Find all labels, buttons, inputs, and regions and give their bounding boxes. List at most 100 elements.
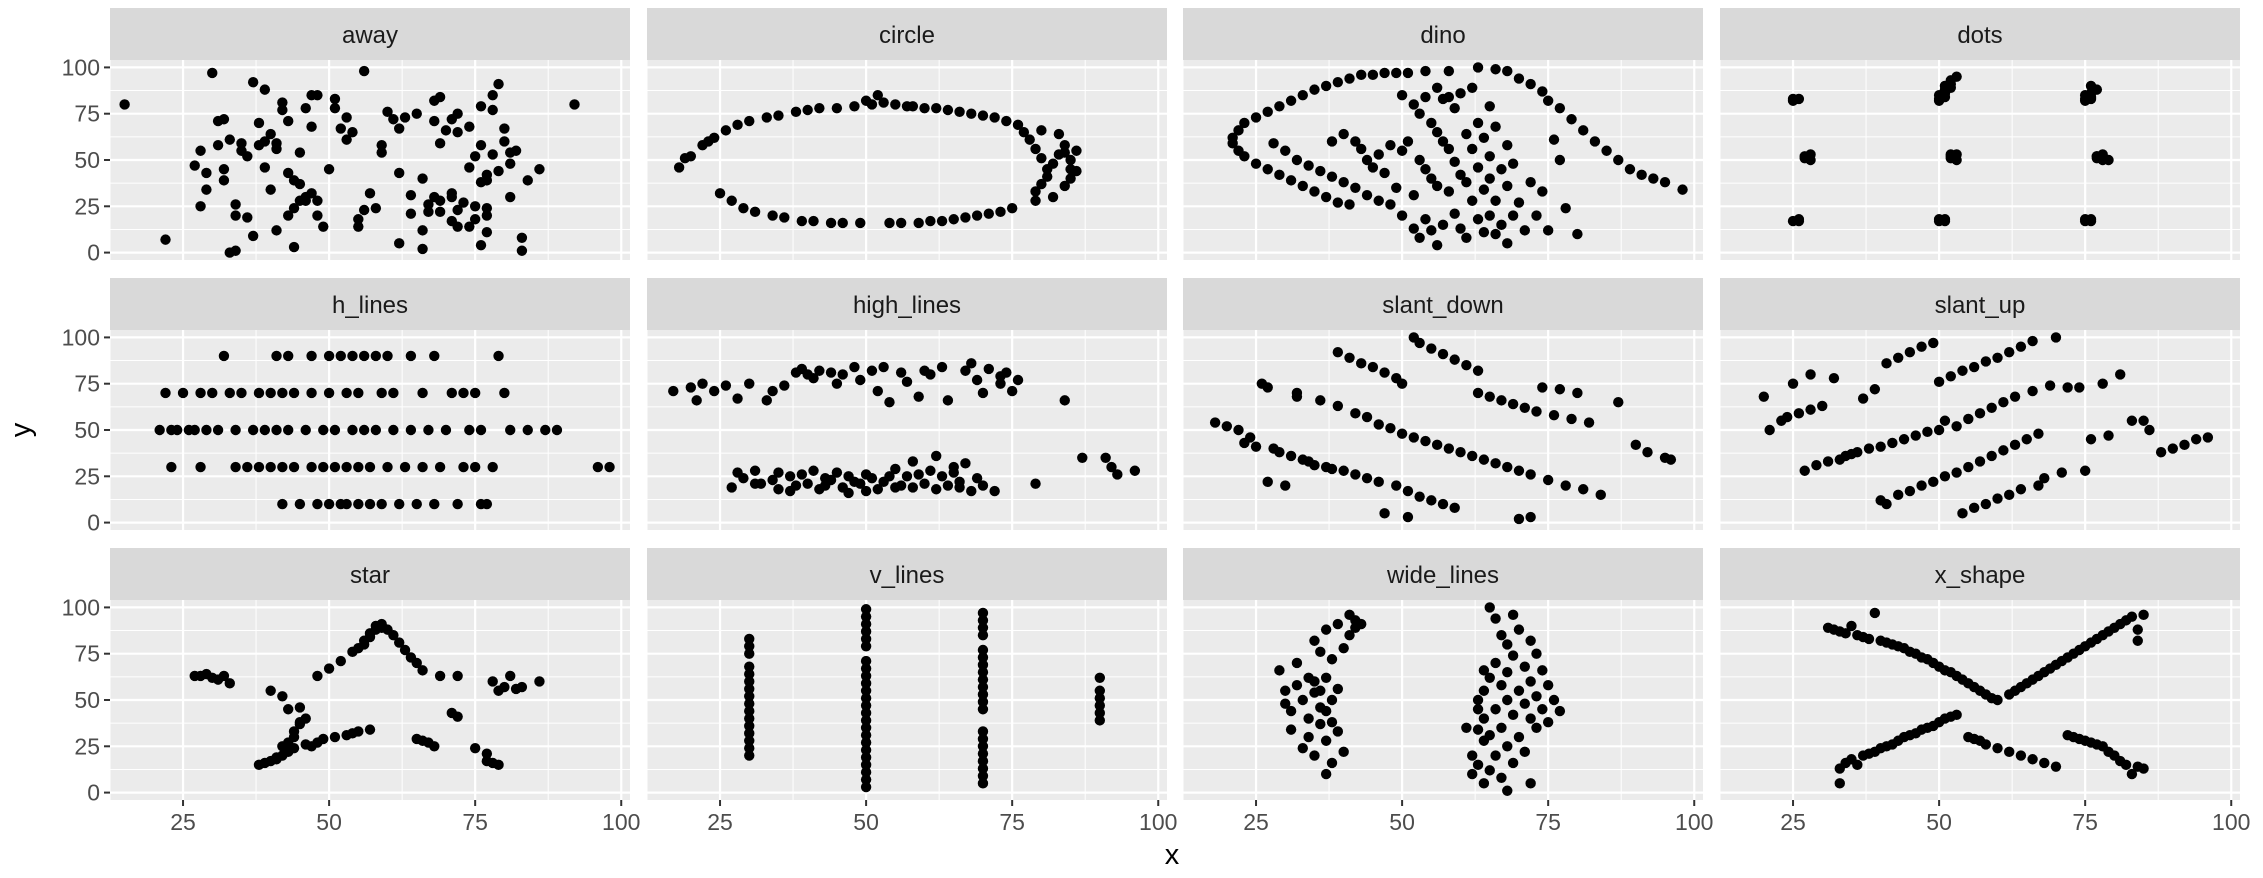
data-point [1472, 704, 1484, 715]
data-point [773, 467, 784, 478]
data-point [1094, 692, 1106, 704]
data-point [1578, 125, 1589, 136]
data-point [1420, 91, 1431, 103]
data-point [2132, 635, 2143, 646]
data-point [767, 385, 778, 397]
data-point [1303, 160, 1314, 171]
data-point [977, 615, 989, 626]
facet-title: star [350, 562, 390, 589]
data-point [481, 169, 493, 181]
data-point [2039, 472, 2050, 484]
data-point [1036, 178, 1047, 190]
data-point [551, 424, 563, 436]
data-point [796, 469, 808, 480]
data-point [1502, 461, 1513, 473]
data-point [860, 485, 872, 497]
data-point [259, 162, 271, 173]
data-point [860, 611, 872, 622]
data-point [1490, 195, 1501, 206]
data-point [1863, 633, 1875, 645]
data-point [1332, 77, 1344, 88]
data-point [1338, 746, 1349, 758]
data-point [1443, 91, 1455, 103]
data-point [1484, 765, 1495, 776]
data-point [1344, 199, 1355, 210]
data-point [738, 472, 749, 484]
data-point [872, 484, 883, 495]
data-point [1922, 426, 1933, 438]
data-point [837, 369, 848, 380]
data-point [1467, 195, 1478, 206]
data-point [1426, 173, 1437, 184]
data-point [1490, 458, 1501, 469]
data-point [714, 188, 726, 199]
data-point [353, 726, 364, 737]
x-axis-title: x [1165, 839, 1180, 871]
facet-title: dots [1957, 22, 2002, 49]
data-point [1992, 493, 2003, 504]
data-point [983, 363, 994, 375]
data-point [1030, 195, 1041, 206]
y-tick-label: 75 [74, 101, 100, 127]
data-point [522, 175, 533, 186]
data-point [1525, 676, 1536, 687]
data-point [452, 204, 463, 216]
data-point [1285, 705, 1297, 717]
data-point [1502, 741, 1513, 752]
data-point [429, 498, 440, 510]
data-point [1274, 169, 1285, 181]
data-point [1513, 197, 1525, 208]
data-point [370, 350, 382, 362]
data-point [1408, 432, 1419, 443]
data-point [1560, 480, 1571, 491]
data-point [294, 498, 306, 510]
facet-title: slant_down [1382, 292, 1503, 319]
y-tick-label: 25 [74, 463, 100, 489]
y-tick-label: 50 [74, 687, 100, 713]
data-point [405, 189, 417, 201]
data-point [1315, 165, 1326, 177]
data-point [475, 239, 487, 251]
data-point [1478, 713, 1490, 724]
data-point [335, 655, 346, 667]
data-point [259, 84, 271, 95]
data-point [784, 471, 796, 482]
data-point [394, 637, 405, 648]
data-point [1320, 624, 1332, 635]
data-point [960, 365, 971, 376]
data-point [505, 191, 516, 203]
x-tick-label: 75 [462, 809, 488, 835]
data-point [1992, 352, 2003, 363]
data-point [1648, 173, 1659, 184]
data-point [860, 670, 872, 682]
data-point [744, 641, 755, 652]
y-tick-label: 0 [87, 780, 100, 806]
data-point [1350, 469, 1361, 480]
data-point [773, 484, 784, 495]
data-point [1332, 197, 1344, 208]
data-point [434, 138, 446, 149]
data-point [1320, 80, 1332, 92]
data-point [382, 461, 393, 473]
data-point [312, 195, 323, 206]
data-point [2074, 382, 2085, 393]
data-point [1315, 646, 1326, 658]
data-point [860, 663, 872, 674]
data-point [399, 644, 411, 656]
data-point [1379, 67, 1390, 79]
data-point [825, 217, 837, 229]
data-point [960, 458, 971, 469]
data-point [370, 424, 382, 436]
data-point [1992, 694, 2003, 706]
data-point [1467, 450, 1478, 462]
data-point [516, 232, 528, 243]
data-point [277, 387, 288, 399]
data-point [242, 212, 253, 223]
data-point [1484, 210, 1495, 221]
data-point [1030, 186, 1041, 197]
data-point [1513, 513, 1525, 525]
data-point [283, 424, 294, 436]
data-point [1478, 184, 1490, 195]
data-point [1285, 724, 1297, 735]
data-point [341, 387, 352, 399]
